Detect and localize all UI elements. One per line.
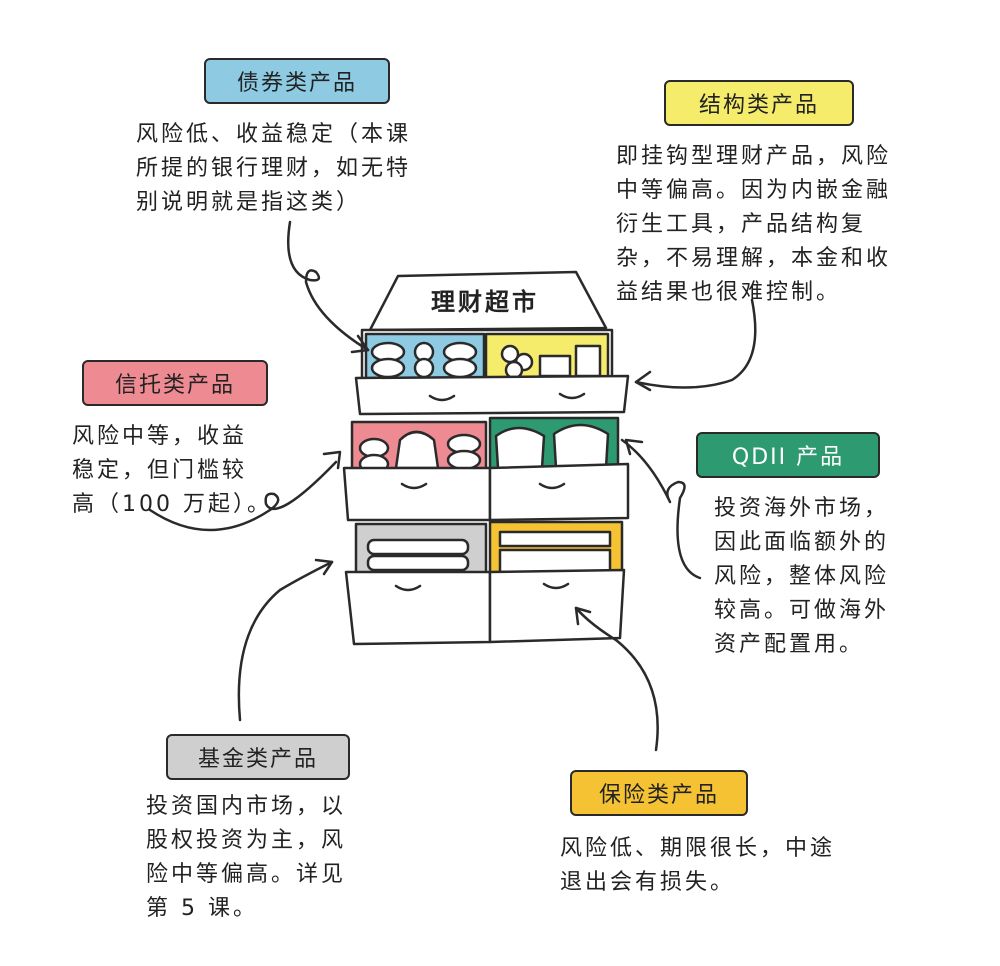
qdii-label: QDII 产品 [696,432,880,478]
top-drawer [354,374,630,416]
bond-label: 债券类产品 [204,58,390,104]
trust-desc: 风险中等，收益 稳定，但门槛较 高（100 万起）。 [72,424,272,517]
store-title: 理财超市 [431,288,539,316]
arrow-insurance [574,606,659,752]
bond-desc: 风险低、收益稳定（本课 所提的银行理财，如无特 别说明就是指这类） [136,122,412,215]
middle-drawer-right [488,462,630,522]
arrow-qdii [620,438,702,580]
bottom-drawer-left [344,570,492,646]
fund-desc: 投资国内市场，以 股权投资为主，风 险中等偏高。详见 第 5 课。 [146,794,347,921]
bottom-drawer-right [488,568,626,644]
insurance-desc: 风险低、期限很长，中途 退出会有损失。 [560,836,836,895]
arrow-trust [148,460,338,532]
structured-desc: 即挂钩型理财产品，风险 中等偏高。因为内嵌金融 衍生工具，产品结构复 杂，不易理… [616,144,892,305]
store-roof [368,270,608,332]
arrow-fund [237,560,334,722]
middle-drawer-left [342,466,492,522]
insurance-label: 保险类产品 [570,770,748,816]
arrow-structured [634,298,757,389]
trust-label: 信托类产品 [82,360,268,406]
qdii-desc: 投资海外市场， 因此面临额外的 风险，整体风险 较高。可做海外 资产配置用。 [714,496,890,657]
arrow-bond [286,220,370,352]
fund-label: 基金类产品 [166,734,350,780]
structured-label: 结构类产品 [664,80,854,126]
